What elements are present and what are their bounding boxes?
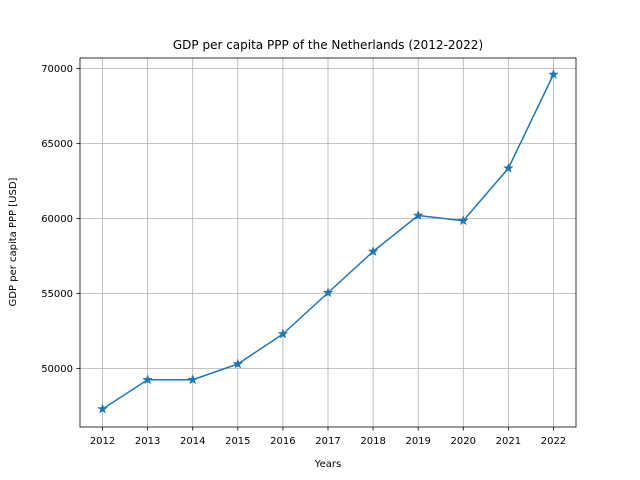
- chart-title: GDP per capita PPP of the Netherlands (2…: [173, 38, 483, 52]
- data-point-marker: [412, 210, 424, 220]
- grid: [80, 58, 576, 427]
- x-axis-label: Years: [314, 459, 341, 470]
- x-tick-label: 2021: [496, 436, 521, 447]
- data-point-marker: [322, 287, 334, 298]
- x-tick-label: 2020: [451, 436, 476, 447]
- data-point-marker: [277, 328, 289, 339]
- y-tick-label: 55000: [41, 289, 73, 300]
- data-point-marker: [142, 374, 153, 385]
- x-tick-label: 2012: [90, 436, 115, 447]
- x-tick-label: 2022: [541, 436, 566, 447]
- y-tick-label: 60000: [41, 214, 73, 225]
- y-axis-label: GDP per capita PPP [USD]: [8, 177, 19, 306]
- series-layer: [97, 69, 559, 414]
- data-point-marker: [187, 374, 198, 385]
- data-point-marker: [367, 246, 379, 256]
- x-tick-label: 2019: [405, 436, 430, 447]
- data-point-marker: [503, 162, 514, 173]
- plot-frame: [79, 57, 577, 428]
- x-tick-label: 2015: [225, 436, 250, 447]
- x-tick-label: 2013: [135, 436, 160, 447]
- y-axis-ticks: 50000 55000 60000 65000 70000: [41, 64, 80, 375]
- y-tick-label: 50000: [41, 364, 73, 375]
- data-point-marker: [458, 215, 469, 226]
- x-axis-ticks: 2012 2013 2014 2015 2016 2017 2018 2019 2020 2021…: [90, 427, 566, 447]
- y-tick-label: 70000: [41, 64, 73, 75]
- x-tick-label: 2014: [180, 436, 205, 447]
- data-point-marker: [97, 403, 108, 414]
- x-tick-label: 2017: [315, 436, 340, 447]
- x-tick-label: 2018: [360, 436, 385, 447]
- data-point-marker: [232, 358, 244, 369]
- data-point-marker: [548, 69, 559, 79]
- x-tick-label: 2016: [270, 436, 295, 447]
- y-tick-label: 65000: [41, 139, 73, 150]
